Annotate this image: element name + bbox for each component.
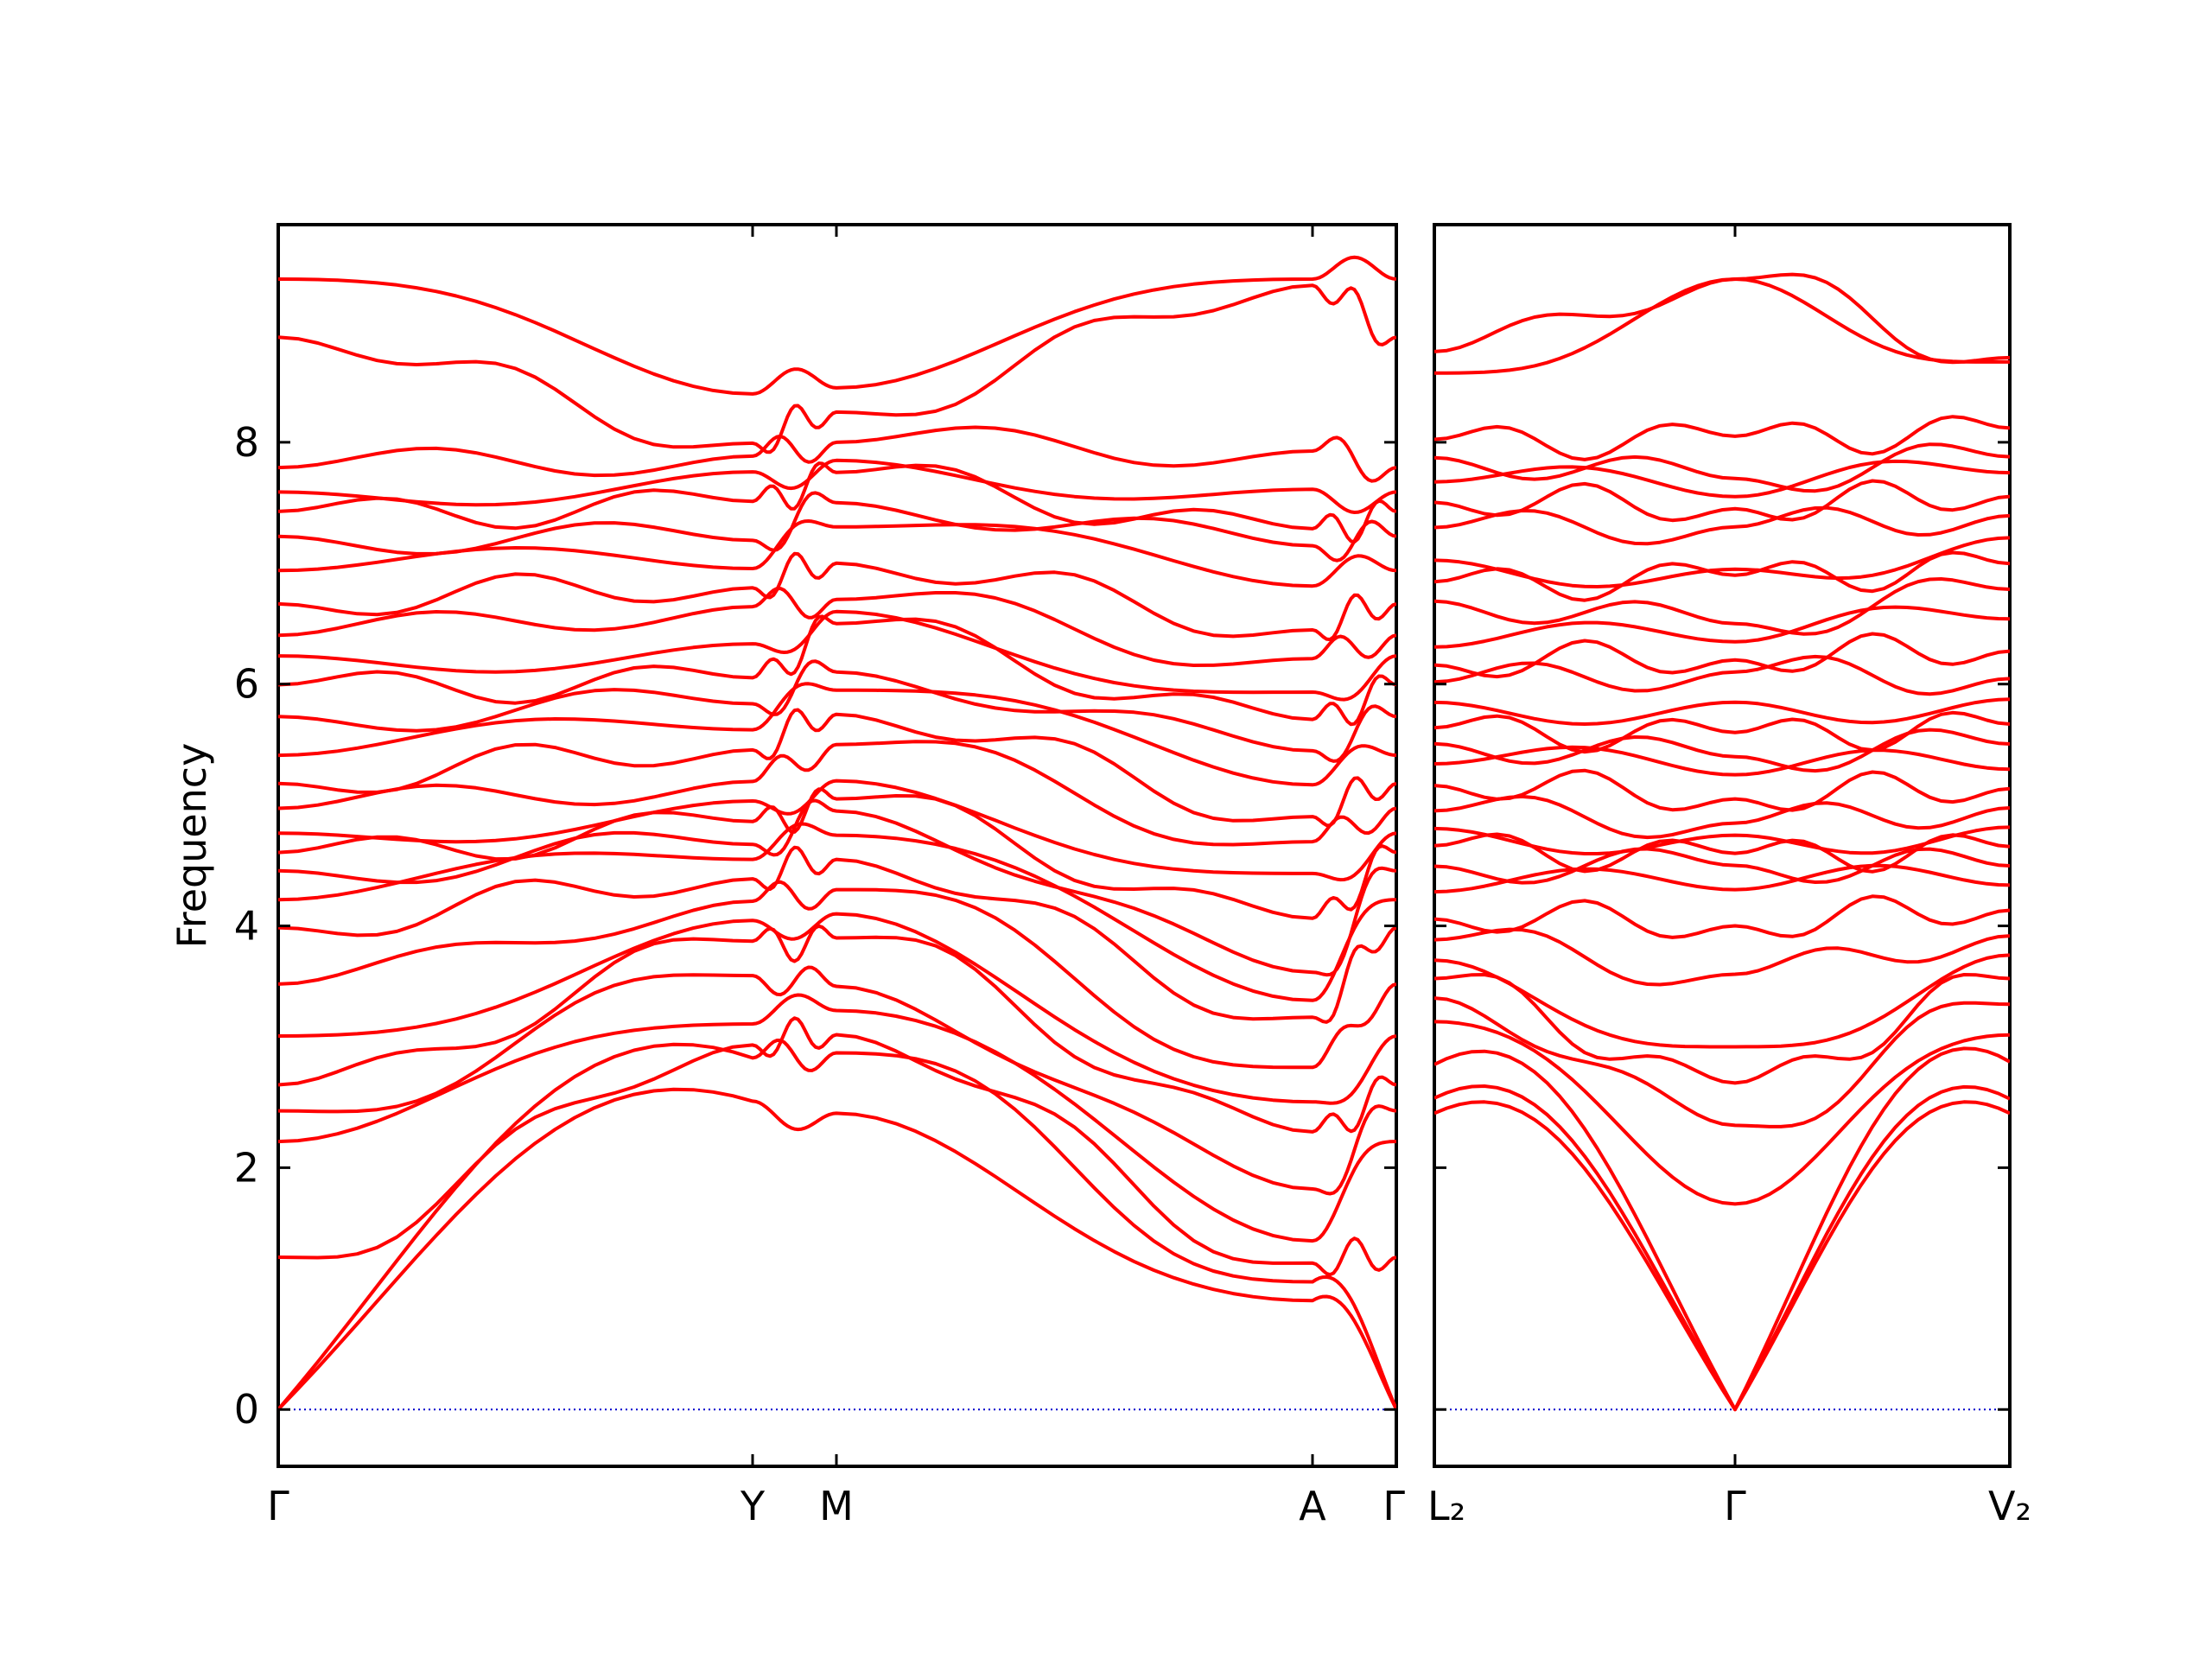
right-band-25: [1434, 505, 2010, 546]
left-band-27: [278, 255, 1396, 396]
right-band-31: [1434, 272, 2010, 365]
left-band-1: [278, 1039, 1396, 1411]
right-xtick-label-1: Γ: [1724, 1483, 1746, 1529]
left-band-21: [278, 519, 1396, 588]
right-band-6: [1434, 953, 2010, 1049]
ytick-label-2: 4: [234, 903, 259, 950]
left-band-22: [278, 491, 1396, 563]
right-band-18: [1434, 697, 2010, 726]
left-band-20: [278, 551, 1396, 642]
ytick-label-4: 8: [234, 419, 259, 466]
right-band-28: [1434, 442, 2010, 493]
right-band-20: [1434, 632, 2010, 679]
right-band-14: [1434, 768, 2010, 812]
left-band-13: [278, 740, 1396, 847]
left-band-7: [278, 880, 1396, 1070]
right-band-27: [1434, 459, 2010, 499]
right-band-13: [1434, 794, 2010, 840]
right-band-1: [1434, 1084, 2010, 1412]
left-band-0: [278, 1087, 1396, 1411]
left-band-11: [278, 787, 1396, 920]
left-band-3: [278, 993, 1396, 1243]
left-band-25: [278, 425, 1396, 483]
ytick-label-3: 6: [234, 661, 259, 708]
left-xtick-label-4: Γ: [1382, 1483, 1405, 1529]
left-band-16: [278, 659, 1396, 763]
left-band-5: [278, 924, 1396, 1134]
right-band-26: [1434, 479, 2010, 523]
left-band-8: [278, 845, 1396, 1024]
ytick-label-0: 0: [234, 1386, 259, 1433]
left-band-2: [278, 1016, 1396, 1277]
left-band-10: [278, 798, 1396, 977]
left-band-26: [278, 283, 1396, 454]
right-band-30: [1434, 277, 2010, 375]
right-band-7: [1434, 927, 2010, 987]
left-band-6: [278, 912, 1396, 1105]
right-band-4: [1434, 996, 2010, 1128]
left-band-23: [278, 461, 1396, 544]
right-band-24: [1434, 536, 2010, 588]
right-band-17: [1434, 710, 2010, 754]
right-band-16: [1434, 728, 2010, 773]
right-xtick-label-0: L₂: [1427, 1483, 1465, 1529]
right-band-22: [1434, 577, 2010, 636]
left-band-24: [278, 458, 1396, 514]
right-band-3: [1434, 1020, 2010, 1206]
left-band-14: [278, 708, 1396, 828]
ytick-label-1: 2: [234, 1144, 259, 1191]
right-band-2: [1434, 1046, 2010, 1412]
left-band-15: [278, 682, 1396, 787]
left-band-4: [278, 965, 1396, 1196]
y-axis-label: Frequency: [168, 743, 215, 949]
left-panel: 0 2 4 6 8 Γ Y M A Γ: [234, 223, 1405, 1529]
right-xtick-label-2: V₂: [1988, 1483, 2031, 1529]
left-band-19: [278, 587, 1396, 667]
right-band-8: [1434, 894, 2010, 939]
left-band-17: [278, 614, 1396, 727]
left-xtick-label-3: A: [1299, 1483, 1326, 1529]
left-xtick-label-1: Y: [740, 1483, 766, 1529]
right-band-0: [1434, 1100, 2010, 1412]
right-band-21: [1434, 605, 2010, 649]
left-xtick-label-0: Γ: [267, 1483, 289, 1529]
left-band-12: [278, 779, 1396, 882]
right-panel: L₂ Γ V₂: [1427, 223, 2031, 1529]
right-band-15: [1434, 745, 2010, 777]
right-band-9: [1434, 863, 2010, 894]
left-xtick-label-2: M: [819, 1483, 854, 1529]
right-band-5: [1434, 973, 2010, 1085]
right-band-29: [1434, 415, 2010, 461]
left-band-18: [278, 609, 1396, 702]
right-band-12: [1434, 825, 2010, 855]
